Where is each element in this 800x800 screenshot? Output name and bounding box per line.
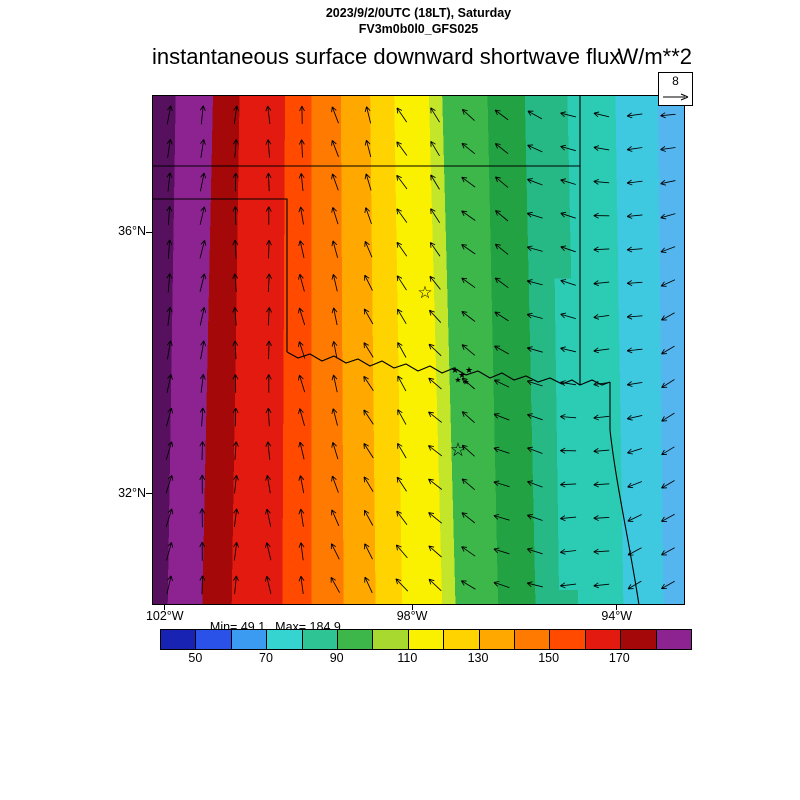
units-label: W/m**2 — [617, 44, 692, 69]
colorbar-segment — [161, 630, 197, 649]
filled-star-marker: ★ — [465, 366, 473, 376]
colorbar-segment — [479, 630, 516, 649]
lat-tick — [146, 231, 152, 233]
colorbar-segment — [267, 630, 303, 649]
filled-star-marker: ★ — [458, 371, 466, 381]
model-label: FV3m0b0l0_GFS025 — [358, 22, 479, 36]
colorbar-segment — [550, 630, 586, 649]
init-datetime-label: 2023/9/2/0UTC (18LT), Saturday — [325, 6, 512, 20]
reference-arrow-icon — [663, 93, 689, 101]
wind-vectors — [165, 105, 676, 595]
lat-tick — [146, 493, 152, 495]
colorbar-segment — [231, 630, 268, 649]
map-frame — [152, 95, 685, 605]
flux-streak — [554, 278, 580, 590]
colorbar-segment — [196, 630, 232, 649]
colorbar-segment — [408, 630, 445, 649]
colorbar-segment — [302, 630, 339, 649]
colorbar-segment — [585, 630, 622, 649]
reference-vector-box: 8 — [658, 72, 693, 106]
colorbar — [160, 629, 692, 650]
colorbar-tick-label: 110 — [397, 651, 418, 665]
flux-band — [340, 94, 377, 606]
colorbar-segment — [373, 630, 409, 649]
filled-star-marker: ★ — [454, 376, 461, 385]
texas-louisiana-border — [609, 429, 640, 606]
lat-tick-label: 32°N — [118, 485, 146, 500]
lon-tick — [164, 605, 166, 610]
colorbar-segment — [444, 630, 480, 649]
lat-tick-label: 36°N — [118, 224, 146, 239]
lon-tick — [616, 605, 618, 610]
flux-map: ☆☆★★★★ ★ — [151, 94, 686, 606]
colorbar-tick-label: 150 — [538, 651, 560, 665]
oklahoma-panhandle-border — [152, 198, 288, 352]
map-plot-area: ☆ ☆ ★ ★ ★ ★ ★ — [151, 94, 686, 606]
colorbar-tick-label: 70 — [259, 651, 273, 665]
colorbar-segment — [621, 630, 657, 649]
colorbar-segment — [338, 630, 374, 649]
colorbar-tick-label: 50 — [188, 651, 203, 665]
flux-bands — [151, 94, 686, 606]
lon-tick-label: 102°W — [145, 609, 184, 623]
chart-title: instantaneous surface downward shortwave… — [152, 44, 621, 69]
colorbar-tick-label: 90 — [329, 651, 344, 665]
open-star-marker: ☆ — [417, 283, 432, 303]
open-star-marker: ☆ — [449, 439, 466, 461]
flux-band — [231, 94, 286, 606]
reference-vector-value: 8 — [672, 74, 679, 88]
flux-band — [311, 94, 345, 606]
lon-tick — [411, 605, 413, 610]
lon-tick-label: 94°W — [601, 609, 633, 623]
colorbar-tick-label: 170 — [608, 651, 630, 665]
colorbar-segment — [656, 630, 692, 649]
colorbar-tick-label: 130 — [467, 651, 489, 665]
filled-star-marker: ★ — [451, 366, 459, 376]
colorbar-segment — [515, 630, 551, 649]
lon-tick-label: 98°W — [396, 609, 428, 623]
flux-band — [615, 94, 665, 606]
